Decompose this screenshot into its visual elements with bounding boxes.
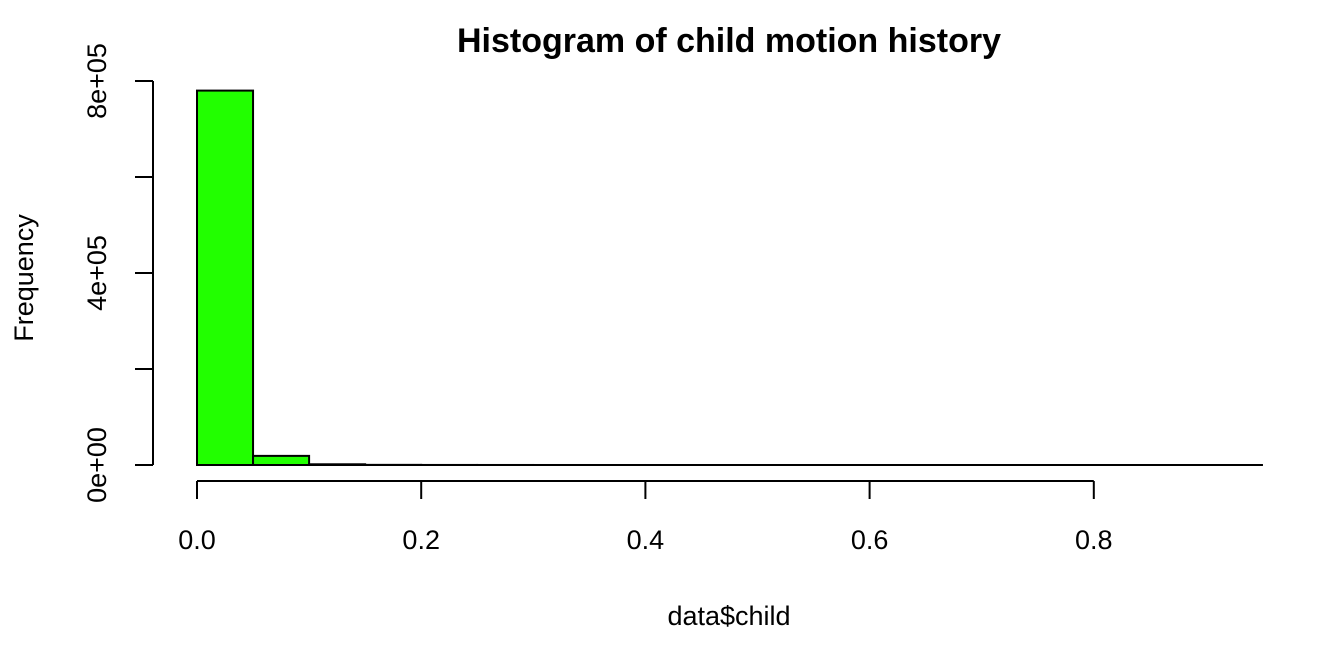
histogram-bar-0 — [196, 89, 255, 466]
bars-group — [196, 89, 1263, 467]
x-tick-label: 0.8 — [1075, 525, 1113, 555]
y-tick-label: 8e+05 — [82, 43, 112, 119]
x-tick-label: 0.4 — [627, 525, 665, 555]
y-axis-label: Frequency — [9, 214, 39, 342]
x-tick-label: 0.6 — [851, 525, 889, 555]
x-tick-label: 0.2 — [402, 525, 440, 555]
y-axis: 0e+00 4e+05 8e+05 — [82, 43, 154, 503]
y-tick-label: 0e+00 — [82, 427, 112, 503]
histogram-bar-1 — [252, 454, 311, 467]
x-axis-label: data$child — [667, 601, 790, 631]
y-tick-label: 4e+05 — [82, 235, 112, 311]
x-axis: 0.0 0.2 0.4 0.6 0.8 — [178, 480, 1113, 555]
chart-title: Histogram of child motion history — [457, 22, 1001, 60]
x-tick-label: 0.0 — [178, 525, 216, 555]
